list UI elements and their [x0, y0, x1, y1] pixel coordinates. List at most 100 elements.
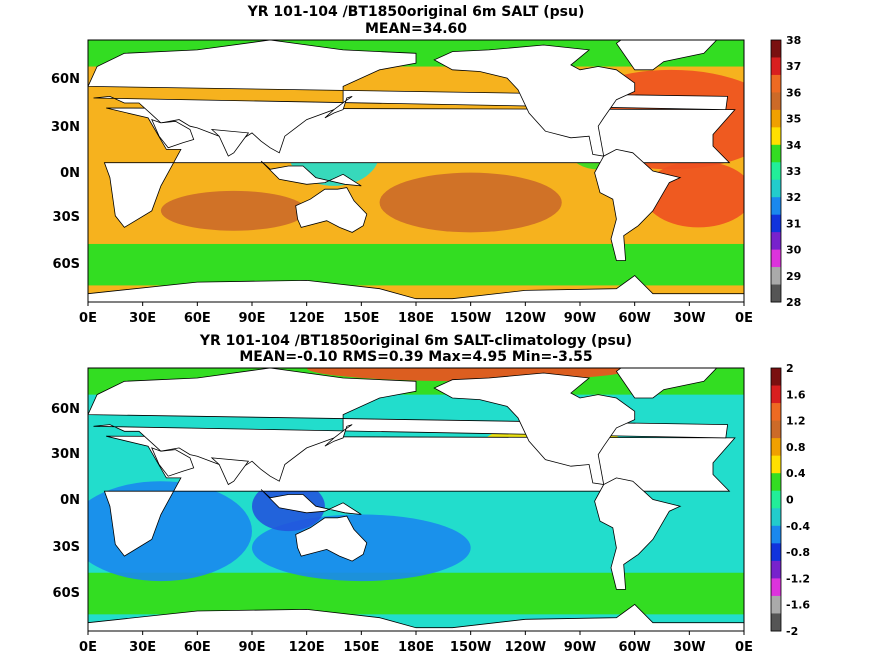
land-north-america: [433, 372, 636, 485]
land-arabia: [151, 447, 195, 477]
lon-tick-label: 120W: [505, 311, 546, 326]
colorbar-segment: [771, 197, 781, 216]
panel-title: YR 101-104 /BT1850original 6m SALT (psu): [247, 4, 585, 20]
colorbar-segment: [771, 232, 781, 251]
land-indonesia: [260, 160, 362, 187]
lon-tick-label: 180E: [398, 640, 434, 655]
colorbar-label: 30: [786, 244, 802, 257]
lon-tick-label: 0E: [79, 640, 97, 655]
colorbar-segment: [771, 74, 781, 93]
lon-tick-label: 150E: [343, 640, 379, 655]
colorbar-segment: [771, 525, 781, 544]
lon-tick-label: 90W: [564, 311, 596, 326]
colorbar-label: 38: [786, 34, 801, 47]
colorbar-segment: [771, 368, 781, 387]
lon-tick-label: 150W: [450, 311, 491, 326]
land-japan: [324, 96, 353, 119]
colorbar-segment: [771, 109, 781, 128]
lon-tick-label: 60E: [184, 311, 211, 326]
lon-tick-label: 90E: [239, 640, 266, 655]
land-australia: [295, 515, 368, 562]
land-indonesia: [260, 489, 362, 515]
lon-tick-label: 60E: [184, 640, 211, 655]
lon-tick-label: 0E: [735, 311, 753, 326]
lat-tick-label: 60N: [51, 72, 80, 87]
lat-tick-label: 60N: [51, 402, 80, 417]
colorbar-segment: [771, 508, 781, 527]
land-japan: [324, 424, 353, 447]
land-south-america: [594, 477, 682, 590]
land-greenland: [615, 368, 718, 399]
colorbar-label: 37: [786, 60, 801, 73]
lon-tick-label: 30E: [129, 311, 156, 326]
colorbar-segment: [771, 403, 781, 422]
lon-tick-label: 150E: [343, 311, 379, 326]
land-antarctica: [88, 603, 744, 631]
colorbar-label: -0.4: [786, 520, 810, 533]
colorbar-segment: [771, 127, 781, 146]
colorbar-segment: [771, 162, 781, 181]
colorbar-segment: [771, 179, 781, 198]
land-south-america: [594, 148, 682, 261]
colorbar-segment: [771, 473, 781, 492]
lon-tick-label: 90E: [239, 311, 266, 326]
colorbar-label: 33: [786, 165, 801, 178]
colorbar-label: 0.4: [786, 467, 806, 480]
colorbar-segment: [771, 455, 781, 474]
colorbar-label: 34: [786, 139, 802, 152]
colorbar-label: 1.2: [786, 415, 806, 428]
land-north-america: [433, 44, 636, 157]
colorbar-label: 36: [786, 86, 802, 99]
colorbar-label: 2: [786, 362, 794, 375]
lon-tick-label: 60W: [618, 311, 650, 326]
colorbar-label: 1.6: [786, 388, 806, 401]
lat-tick-label: 0N: [60, 166, 80, 181]
colorbar-label: -2: [786, 625, 798, 638]
colorbar-segment: [771, 214, 781, 233]
colorbar-segment: [771, 543, 781, 562]
colorbar-label: 31: [786, 217, 801, 230]
colorbar-segment: [771, 438, 781, 457]
lon-tick-label: 120E: [289, 311, 325, 326]
lon-tick-label: 120W: [505, 640, 546, 655]
ocean-field: [88, 40, 744, 302]
lat-tick-label: 30N: [51, 447, 80, 462]
colorbar-segment: [771, 249, 781, 268]
land-india: [210, 457, 250, 486]
land-india: [210, 128, 250, 157]
colorbar-segment: [771, 92, 781, 111]
land-antarctica: [88, 274, 744, 302]
land-australia: [295, 187, 368, 233]
colorbar-label: -0.8: [786, 546, 810, 559]
lon-tick-label: 30E: [129, 640, 156, 655]
lon-tick-label: 150W: [450, 640, 491, 655]
lon-tick-label: 30W: [673, 640, 705, 655]
colorbar-segment: [771, 595, 781, 614]
lat-tick-label: 30S: [53, 540, 80, 555]
colorbar-label: 35: [786, 113, 801, 126]
colorbar-label: 28: [786, 296, 801, 309]
colorbar-segment: [771, 560, 781, 579]
panel-salt: YR 101-104 /BT1850original 6m SALT (psu)…: [51, 4, 802, 326]
lat-tick-label: 0N: [60, 493, 80, 508]
panel-subtitle: MEAN=-0.10 RMS=0.39 Max=4.95 Min=-3.55: [239, 349, 592, 365]
land-arabia: [151, 118, 195, 149]
colorbar-segment: [771, 57, 781, 76]
colorbar-label: 0: [786, 494, 794, 507]
colorbar-segment: [771, 267, 781, 286]
lon-tick-label: 120E: [289, 640, 325, 655]
colorbar-segment: [771, 420, 781, 439]
colorbar-label: -1.6: [786, 599, 810, 612]
ocean-field: [88, 368, 744, 631]
lat-tick-label: 60S: [53, 586, 80, 601]
colorbar: 38 37 36 35 34 33 32 31 30 29 28: [770, 34, 802, 309]
land-europe-asia: [88, 40, 729, 154]
land-europe-asia: [88, 368, 729, 482]
colorbar-segment: [771, 144, 781, 163]
lon-tick-label: 60W: [618, 640, 650, 655]
colorbar-segment: [771, 490, 781, 509]
colorbar-segment: [771, 284, 781, 303]
land-greenland: [615, 40, 718, 71]
colorbar-label: -1.2: [786, 572, 810, 585]
